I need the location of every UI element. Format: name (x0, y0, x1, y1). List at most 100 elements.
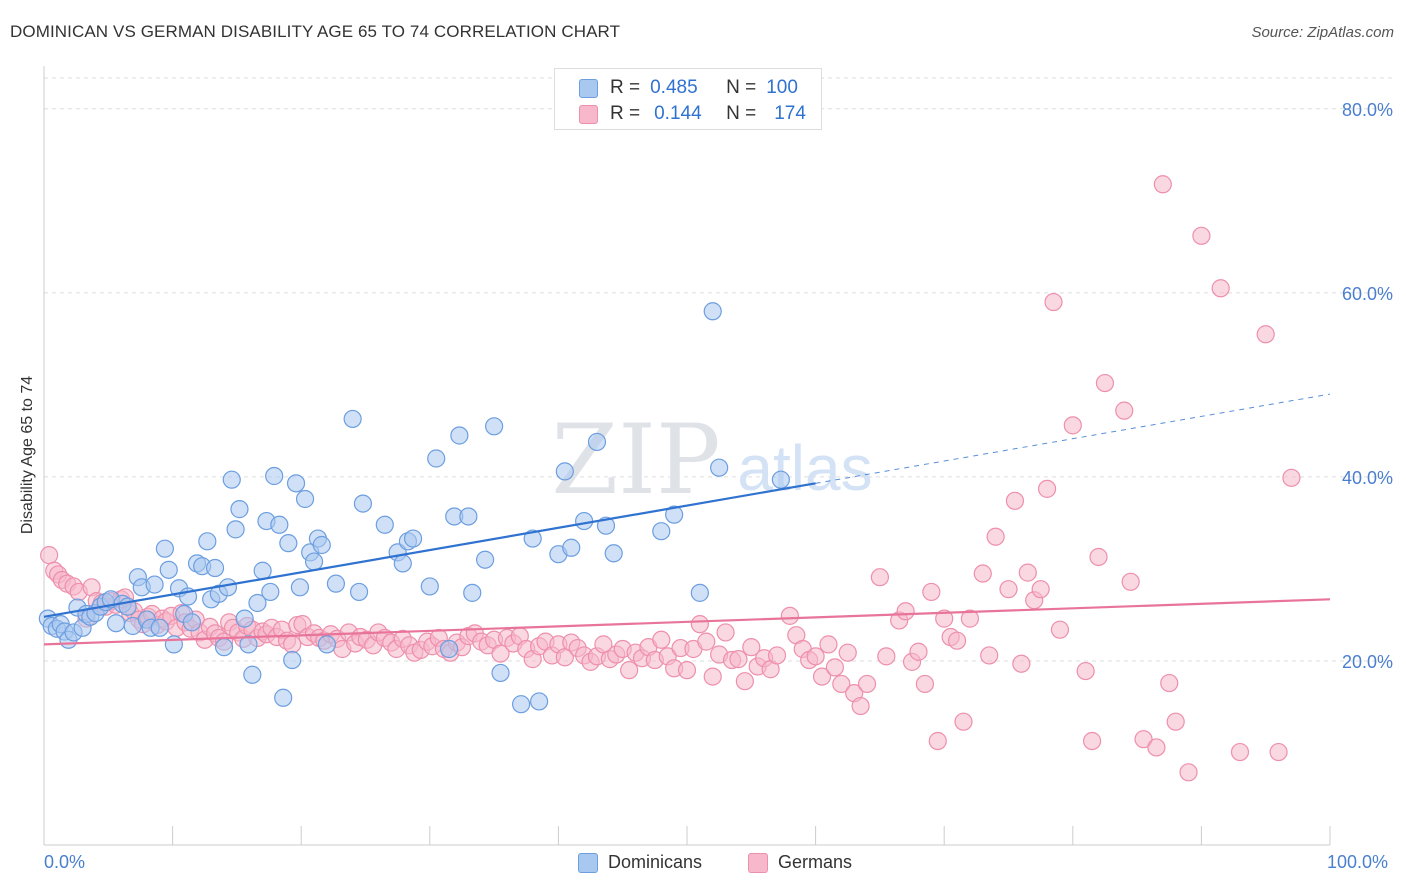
germans-point (915, 674, 935, 694)
germans-point (767, 646, 787, 665)
series-dominicans (38, 302, 790, 714)
y-tick-label: 60.0% (1342, 284, 1393, 304)
germans-point (1089, 547, 1108, 567)
dominicans-point (235, 609, 254, 628)
germans-trend-line (43, 598, 1331, 646)
dominicans-point (562, 538, 581, 557)
dominicans-point (703, 302, 722, 321)
dominicans-point (270, 515, 289, 534)
germans-point (832, 674, 851, 694)
dominicans-point (463, 583, 482, 602)
germans-point (690, 615, 709, 634)
germans-point (620, 661, 639, 680)
germans-point (812, 667, 832, 686)
dominicans-point (182, 613, 201, 632)
germans-point (1095, 373, 1115, 393)
stats-n-label: N = (726, 77, 757, 98)
dominicans-point (286, 474, 306, 493)
dominicans-point (475, 550, 495, 569)
stats-swatch-blue (579, 78, 598, 98)
stats-row-germans: R = 0.144 N = 174 (579, 102, 806, 126)
germans-point (909, 642, 928, 661)
chart-title: DOMINICAN VS GERMAN DISABILITY AGE 65 TO… (10, 22, 621, 41)
germans-point (922, 582, 941, 602)
germans-point (729, 650, 748, 669)
dominicans-point (106, 614, 126, 633)
dominicans-trend-line (43, 482, 816, 618)
dominicans-point (450, 426, 469, 445)
dominicans-point (575, 511, 594, 531)
dominicans-point (771, 470, 790, 489)
y-tick-label: 40.0% (1342, 468, 1393, 488)
axis-layer (43, 66, 1331, 846)
germans-point (652, 630, 671, 649)
stats-n-label: N = (726, 103, 757, 124)
stats-r-value: 0.144 (654, 103, 702, 124)
legend-swatch-blue (578, 852, 598, 873)
legend-item-dominicans[interactable]: Dominicans (578, 852, 702, 873)
germans-point (1166, 712, 1185, 731)
germans-point (40, 546, 59, 565)
germans-point (1211, 279, 1230, 298)
dominicans-point (427, 449, 446, 468)
germans-point (283, 635, 302, 654)
germans-point (980, 646, 999, 665)
germans-point (1044, 292, 1063, 312)
dominicans-point (343, 409, 362, 429)
germans-point (819, 635, 838, 654)
germans-point (780, 606, 799, 625)
germans-point (1147, 738, 1166, 757)
legend-item-germans[interactable]: Germans (748, 852, 852, 873)
germans-point (697, 632, 716, 651)
dominicans-point (439, 639, 459, 659)
germans-point (935, 609, 954, 628)
dominicans-point (222, 470, 241, 489)
dominicans-point (403, 529, 423, 548)
dominicans-point (587, 432, 607, 452)
germans-point (1115, 401, 1134, 420)
dominicans-point (393, 554, 412, 573)
x-tick-label-min: 0.0% (44, 852, 86, 872)
germans-point (1076, 661, 1095, 681)
dominicans-point (265, 466, 284, 486)
x-tick-label-max: 100.0% (1327, 852, 1389, 872)
dominicans-point (243, 665, 262, 684)
dominicans-point (317, 635, 337, 654)
germans-point (1018, 563, 1037, 582)
dominicans-point (652, 522, 671, 541)
dominicans-point (261, 582, 280, 602)
dominicans-point (205, 558, 225, 578)
germans-point (1037, 479, 1057, 498)
germans-point (1005, 491, 1025, 510)
germans-point (1153, 175, 1172, 194)
dominicans-point (349, 582, 369, 602)
germans-point (1050, 620, 1070, 639)
germans-point (1082, 731, 1102, 751)
stats-box: R = 0.485 N = 100 R = 0.144 N = 174 (554, 68, 822, 130)
dominicans-point (290, 578, 310, 597)
dominicans-point (283, 650, 302, 670)
germans-point (1230, 742, 1250, 762)
dominicans-point (150, 618, 169, 637)
germans-point (870, 568, 890, 587)
germans-point (1282, 468, 1301, 487)
dominicans-point (530, 692, 549, 711)
germans-point (973, 564, 992, 583)
watermark-zip: ZIP (551, 404, 720, 516)
germans-point (928, 731, 947, 751)
dominicans-point (665, 505, 684, 524)
germans-point (1031, 580, 1050, 599)
dominicans-point (420, 577, 439, 596)
dominicans-point (198, 532, 217, 551)
y-tick-labels: 20.0% 40.0% 60.0% 80.0% (1342, 100, 1393, 672)
germans-point (896, 602, 915, 621)
dominicans-point (274, 688, 293, 707)
dominicans-point (353, 494, 373, 513)
germans-point (954, 712, 973, 731)
germans-point (1179, 763, 1198, 782)
dominicans-point (218, 578, 237, 597)
stats-swatch-pink (579, 104, 598, 124)
germans-point (1063, 416, 1082, 435)
dominicans-point (226, 520, 245, 539)
